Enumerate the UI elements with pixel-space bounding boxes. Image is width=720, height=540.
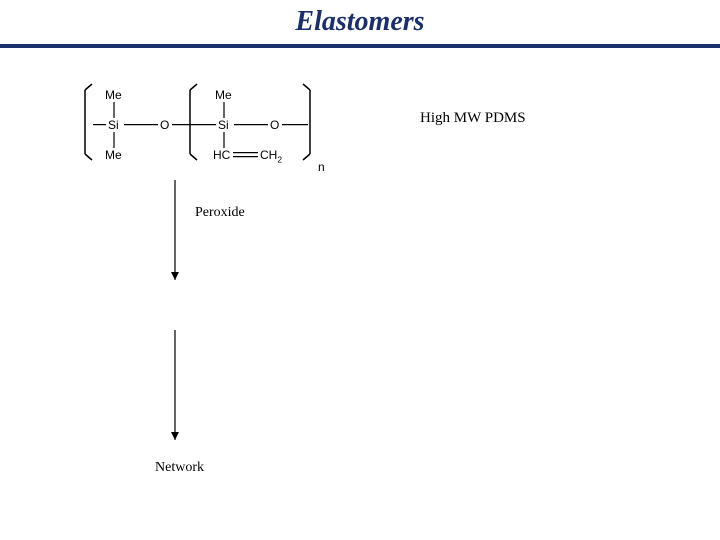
atom-me-1a: Me bbox=[105, 88, 122, 102]
atom-me-2a: Me bbox=[215, 88, 232, 102]
atom-ch2-base: CH bbox=[260, 148, 277, 162]
label-peroxide: Peroxide bbox=[195, 205, 245, 221]
atom-o-2: O bbox=[270, 118, 279, 132]
atom-si-1: Si bbox=[108, 118, 119, 132]
label-highmw: High MW PDMS bbox=[420, 110, 526, 127]
atom-hc: HC bbox=[213, 148, 230, 162]
atom-si-2: Si bbox=[218, 118, 229, 132]
label-network: Network bbox=[155, 460, 204, 476]
atom-ch2: CH2 bbox=[260, 148, 282, 164]
atom-o-1: O bbox=[160, 118, 169, 132]
atom-ch2-sub: 2 bbox=[277, 154, 282, 164]
structure-svg bbox=[0, 0, 720, 540]
atom-me-1b: Me bbox=[105, 148, 122, 162]
subscript-n: n bbox=[318, 160, 325, 174]
